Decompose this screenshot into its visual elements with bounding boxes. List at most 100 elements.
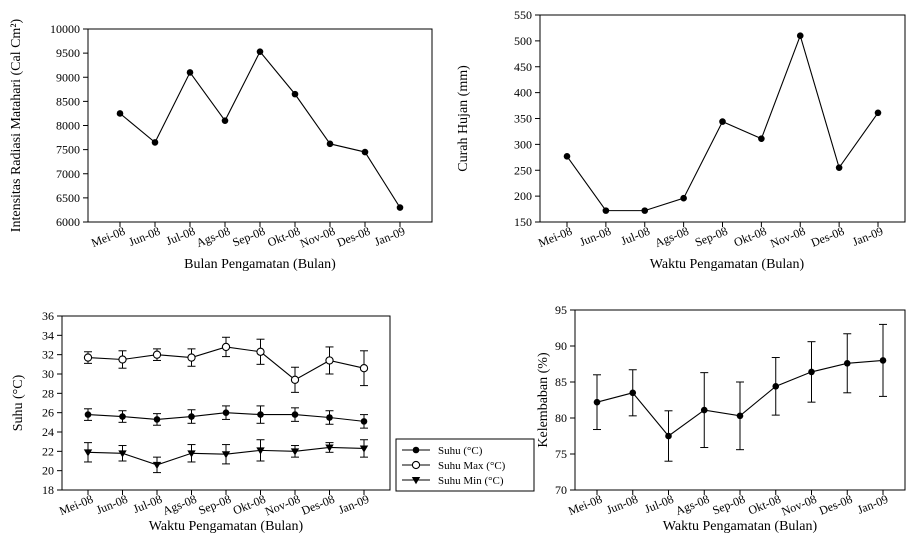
x-tick-label: Okt-08 xyxy=(265,224,302,250)
data-point xyxy=(326,140,334,148)
y-tick-label: 75 xyxy=(555,447,567,461)
data-point xyxy=(359,445,369,453)
data-point xyxy=(151,139,159,146)
x-tick-label: Sep-08 xyxy=(196,492,233,518)
legend-entry: Suhu Max (°C) xyxy=(402,460,506,472)
x-axis-title: Waktu Pengamatan (Bulan) xyxy=(663,519,818,533)
y-tick-label: 95 xyxy=(555,303,567,317)
y-tick-label: 22 xyxy=(42,444,54,458)
data-point xyxy=(879,357,887,364)
x-tick-label: Jan-09 xyxy=(336,492,371,517)
y-tick-label: 26 xyxy=(42,406,54,420)
data-point xyxy=(326,414,333,421)
x-axis-title: Waktu Pengamatan (Bulan) xyxy=(149,519,304,533)
data-point xyxy=(680,194,687,202)
data-point xyxy=(257,411,264,418)
x-tick-label: Jul-08 xyxy=(131,492,164,516)
data-point xyxy=(116,110,124,117)
x-tick-label: Nov-08 xyxy=(768,224,807,251)
data-point xyxy=(256,347,265,356)
y-tick-label: 34 xyxy=(42,328,54,342)
data-point xyxy=(186,69,194,76)
data-point xyxy=(719,118,726,125)
data-point xyxy=(187,450,196,458)
x-tick-label: Okt-08 xyxy=(732,224,769,250)
data-point xyxy=(83,353,93,362)
x-tick-label: Jan-09 xyxy=(850,224,885,249)
y-tick-label: 150 xyxy=(514,215,532,229)
y-axis-title: Intensitas Radiasi Matahari (Cal Cm²) xyxy=(9,18,24,232)
y-tick-label: 85 xyxy=(555,375,567,389)
y-tick-label: 8500 xyxy=(56,94,80,108)
y-tick-label: 6500 xyxy=(56,191,80,205)
y-tick-label: 200 xyxy=(514,189,532,203)
x-tick-label: Ags-08 xyxy=(653,224,691,250)
x-tick-label: Jun-08 xyxy=(94,492,130,517)
x-tick-label: Ags-08 xyxy=(194,224,232,250)
x-tick-label: Des-08 xyxy=(335,224,372,250)
data-point xyxy=(593,398,601,406)
y-tick-label: 36 xyxy=(42,309,54,323)
y-tick-label: 80 xyxy=(555,411,567,425)
data-point xyxy=(359,364,369,373)
data-point xyxy=(221,117,229,124)
data-point xyxy=(256,48,264,55)
x-tick-label: Sep-08 xyxy=(710,492,747,518)
data-point xyxy=(360,418,368,425)
data-point xyxy=(187,353,196,362)
data-point xyxy=(758,135,765,142)
data-point xyxy=(808,368,815,376)
data-point xyxy=(83,449,93,457)
legend-marker xyxy=(411,477,421,485)
data-point xyxy=(665,432,672,440)
y-tick-label: 550 xyxy=(514,8,532,22)
x-tick-label: Jan-09 xyxy=(855,492,890,517)
legend-marker xyxy=(411,460,421,470)
data-point xyxy=(843,359,851,367)
y-axis-title: Suhu (°C) xyxy=(11,374,26,431)
chart-solar-radiation: 6000 6500 7000 7500 8000 8500 9000 9500 10000 Mei… xyxy=(9,18,433,272)
y-tick-label: 90 xyxy=(555,339,567,353)
x-tick-label: Jun-08 xyxy=(604,492,640,517)
legend-entry: Suhu Min (°C) xyxy=(402,475,504,487)
data-point xyxy=(153,416,161,423)
x-tick-label: Jul-08 xyxy=(643,492,676,516)
data-point xyxy=(874,109,882,117)
legend-entry: Suhu (°C) xyxy=(402,445,483,457)
data-point xyxy=(118,450,127,458)
y-tick-label: 8000 xyxy=(56,119,80,133)
y-tick-label: 400 xyxy=(514,86,532,100)
legend-marker xyxy=(412,446,420,454)
data-point xyxy=(290,448,300,456)
x-tick-label: Mei-08 xyxy=(89,224,127,250)
y-tick-label: 32 xyxy=(42,348,54,362)
chart-humidity: 70 75 80 85 90 95 Mei-08 Jun-08 Jul-08Ags-08Sep-… xyxy=(536,303,906,533)
data-point xyxy=(84,411,92,418)
data-point xyxy=(221,342,231,352)
x-tick-label: Nov-08 xyxy=(298,224,337,251)
data-point xyxy=(563,152,571,160)
data-point xyxy=(396,204,404,211)
x-tick-label: Des-08 xyxy=(299,492,336,518)
x-axis-title: Bulan Pengamatan (Bulan) xyxy=(184,257,336,272)
data-point xyxy=(221,451,231,459)
data-point xyxy=(325,356,334,365)
y-tick-label: 10000 xyxy=(50,22,80,36)
y-tick-label: 7000 xyxy=(56,167,80,181)
legend-label: Suhu (°C) xyxy=(438,445,483,457)
data-point xyxy=(188,413,195,420)
data-point xyxy=(222,409,230,416)
series-line xyxy=(119,50,401,208)
series-0 xyxy=(593,323,887,462)
legend: Suhu (°C) Suhu Max (°C) Suhu Min (°C) xyxy=(395,438,535,492)
y-tick-label: 450 xyxy=(514,60,532,74)
x-tick-label: Des-08 xyxy=(817,492,854,518)
x-tick-label: Jul-08 xyxy=(619,224,652,248)
data-point xyxy=(772,383,780,390)
y-tick-label: 9000 xyxy=(56,70,80,84)
x-tick-label: Nov-08 xyxy=(779,492,818,519)
y-axis-title: Kelembaban (%) xyxy=(536,352,551,448)
